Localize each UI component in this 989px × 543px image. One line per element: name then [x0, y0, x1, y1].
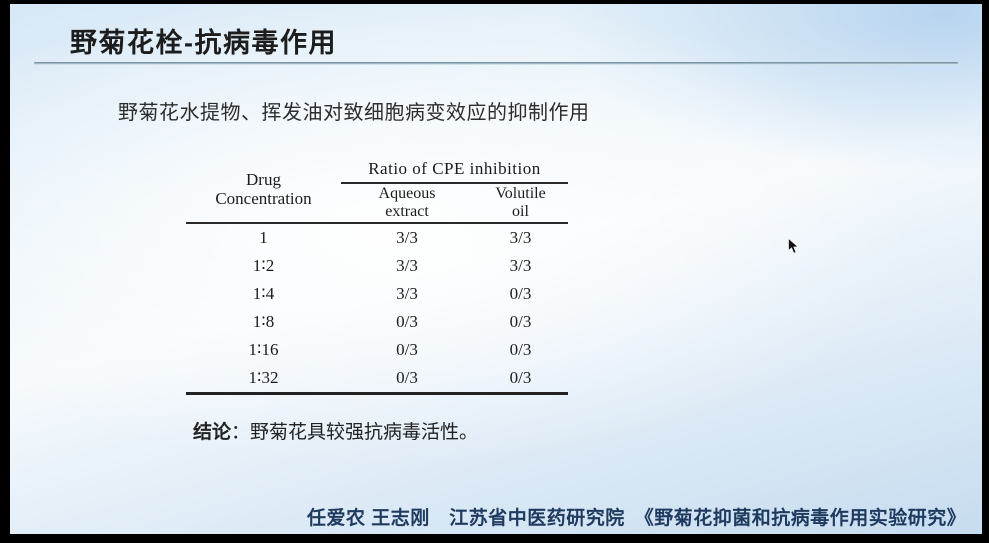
- col-header-ratio-span: Ratio of CPE inhibition: [341, 156, 568, 184]
- cell-aqueous: 0/3: [396, 340, 418, 359]
- title-divider: [34, 62, 958, 65]
- cell-volatile: 0/3: [509, 284, 532, 303]
- cell-volatile: 0/3: [473, 364, 568, 395]
- col-header-aqueous-line2: extract: [385, 203, 429, 220]
- mouse-cursor: [788, 238, 799, 254]
- col-header-volatile-oil: Volutile oil: [473, 183, 568, 224]
- cell-concentration: 1: [259, 228, 268, 247]
- presentation-slide: 野菊花栓-抗病毒作用 野菊花水提物、挥发油对致细胞病变效应的抑制作用 Drug …: [10, 4, 982, 534]
- cell-aqueous: 3/3: [396, 284, 418, 303]
- table-row: 1∶32 0/3 0/3: [186, 364, 568, 395]
- cell-aqueous: 3/3: [396, 256, 418, 275]
- results-table-wrapper: Drug Concentration Ratio of CPE inhibiti…: [186, 156, 568, 395]
- table-caption: 野菊花水提物、挥发油对致细胞病变效应的抑制作用: [118, 102, 590, 124]
- table-row: 1∶2 3/3 3/3: [186, 252, 568, 280]
- table-row: 1 3/3 3/3: [186, 223, 568, 252]
- slide-title: 野菊花栓-抗病毒作用: [70, 28, 337, 58]
- cell-concentration: 1∶32: [186, 364, 341, 395]
- col-header-drug-line1: Drug: [246, 170, 281, 189]
- table-row: 1∶8 0/3 0/3: [186, 308, 568, 336]
- table-row: 1∶16 0/3 0/3: [186, 336, 568, 364]
- conclusion-label: 结论: [193, 422, 232, 443]
- col-header-aqueous-extract: Aqueous extract: [341, 183, 473, 224]
- col-header-aqueous-line1: Aqueous: [378, 185, 436, 202]
- conclusion-text: 结论：野菊花具较强抗病毒活性。: [193, 417, 478, 444]
- cell-volatile: 3/3: [509, 228, 532, 247]
- cell-aqueous: 3/3: [396, 228, 418, 247]
- cpe-inhibition-table: Drug Concentration Ratio of CPE inhibiti…: [186, 156, 568, 395]
- col-header-volatile-line2: oil: [512, 203, 529, 220]
- cell-concentration: 1∶4: [252, 284, 275, 303]
- cell-concentration: 1∶8: [252, 312, 275, 331]
- col-header-drug-line2: Concentration: [215, 189, 312, 208]
- col-header-volatile-line1: Volutile: [495, 185, 546, 202]
- cell-aqueous: 0/3: [341, 364, 473, 395]
- cell-concentration: 1∶16: [248, 340, 279, 359]
- cell-volatile: 0/3: [509, 340, 532, 359]
- table-row: 1∶4 3/3 0/3: [186, 280, 568, 308]
- cell-volatile: 0/3: [509, 312, 532, 331]
- cell-volatile: 3/3: [509, 256, 532, 275]
- col-header-drug-concentration: Drug Concentration: [186, 156, 341, 224]
- conclusion-body: ：野菊花具较强抗病毒活性。: [231, 422, 479, 443]
- cell-concentration: 1∶2: [252, 256, 275, 275]
- cell-aqueous: 0/3: [396, 312, 418, 331]
- footer-credit: 任爱农 王志刚 江苏省中医药研究院 《野菊花抑菌和抗病毒作用实验研究》: [307, 508, 967, 529]
